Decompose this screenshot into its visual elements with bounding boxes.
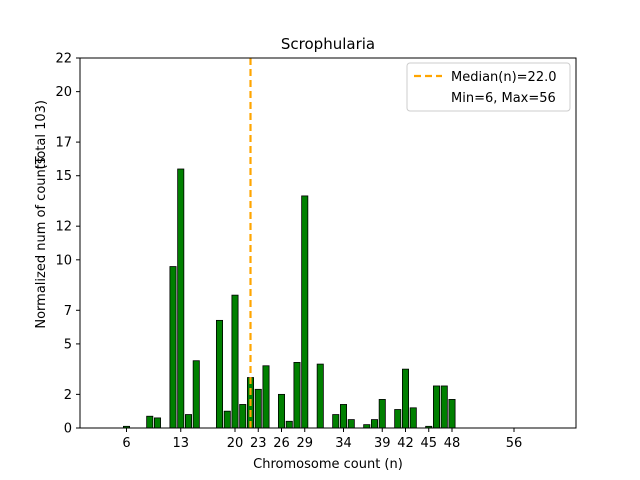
bar-n9 bbox=[146, 415, 154, 429]
bar-n34 bbox=[339, 404, 347, 429]
y-tick-label: 10 bbox=[55, 253, 72, 268]
x-tick-label: 48 bbox=[444, 436, 461, 451]
bar-n27 bbox=[285, 420, 293, 429]
bar-n13 bbox=[177, 168, 185, 429]
chart-title: Scrophularia bbox=[281, 35, 375, 53]
bar-n29 bbox=[301, 195, 309, 429]
bar-n31 bbox=[316, 363, 324, 429]
bars-group bbox=[123, 168, 456, 429]
bar-n14 bbox=[184, 414, 192, 429]
y-tick-label: 5 bbox=[64, 337, 72, 352]
x-tick-label: 26 bbox=[273, 436, 290, 451]
bar-n24 bbox=[262, 365, 270, 429]
x-tick-label: 45 bbox=[420, 436, 437, 451]
y-axis-total-label: (Total 103) bbox=[34, 100, 49, 169]
y-axis: 0 2 5 7 10 12 15 17 20 22 bbox=[55, 52, 80, 437]
bar-n39 bbox=[378, 399, 386, 429]
bar-n42 bbox=[401, 368, 409, 429]
bar-n47 bbox=[440, 385, 448, 429]
y-tick-label: 22 bbox=[55, 52, 72, 67]
bar-n48 bbox=[448, 399, 456, 429]
x-axis: 6 13 20 23 26 29 34 39 42 45 48 56 bbox=[122, 428, 522, 451]
bar-n15 bbox=[192, 360, 200, 429]
plot-frame bbox=[79, 57, 577, 429]
bar-n46 bbox=[432, 385, 440, 429]
bar-n23 bbox=[254, 388, 262, 429]
x-tick-label: 42 bbox=[397, 436, 414, 451]
bar-n21 bbox=[239, 404, 247, 429]
legend-box bbox=[406, 62, 571, 112]
y-tick-label: 2 bbox=[64, 388, 72, 403]
y-axis-label: Normalized num of counts bbox=[34, 157, 49, 328]
y-tick-label: 7 bbox=[64, 304, 72, 319]
bar-n35 bbox=[347, 419, 355, 429]
x-axis-label: Chromosome count (n) bbox=[253, 457, 403, 472]
bar-n37 bbox=[363, 424, 371, 429]
legend-median-label: Median(n)=22.0 bbox=[451, 70, 557, 85]
bar-n28 bbox=[293, 362, 301, 429]
bar-n33 bbox=[332, 414, 340, 429]
bar-n19 bbox=[223, 410, 231, 429]
bar-n41 bbox=[394, 409, 402, 429]
x-tick-label: 34 bbox=[335, 436, 352, 451]
x-tick-label: 6 bbox=[122, 436, 130, 451]
bar-n18 bbox=[215, 319, 223, 429]
x-tick-label: 56 bbox=[506, 436, 523, 451]
bar-n43 bbox=[409, 407, 417, 429]
bar-n38 bbox=[370, 419, 378, 429]
bar-n26 bbox=[277, 393, 285, 429]
y-tick-label: 20 bbox=[55, 85, 72, 100]
x-tick-label: 29 bbox=[296, 436, 313, 451]
bar-n20 bbox=[231, 294, 239, 429]
x-tick-label: 23 bbox=[250, 436, 267, 451]
y-tick-label: 0 bbox=[64, 422, 72, 437]
x-tick-label: 39 bbox=[374, 436, 391, 451]
y-tick-label: 12 bbox=[55, 220, 72, 235]
bar-n12 bbox=[169, 266, 177, 429]
bar-n10 bbox=[153, 417, 161, 429]
x-tick-label: 20 bbox=[227, 436, 244, 451]
y-tick-label: 15 bbox=[55, 169, 72, 184]
legend-minmax-label: Min=6, Max=56 bbox=[451, 91, 556, 106]
x-tick-label: 13 bbox=[172, 436, 189, 451]
y-tick-label: 17 bbox=[55, 136, 72, 151]
legend: Median(n)=22.0 Min=6, Max=56 bbox=[406, 62, 571, 112]
